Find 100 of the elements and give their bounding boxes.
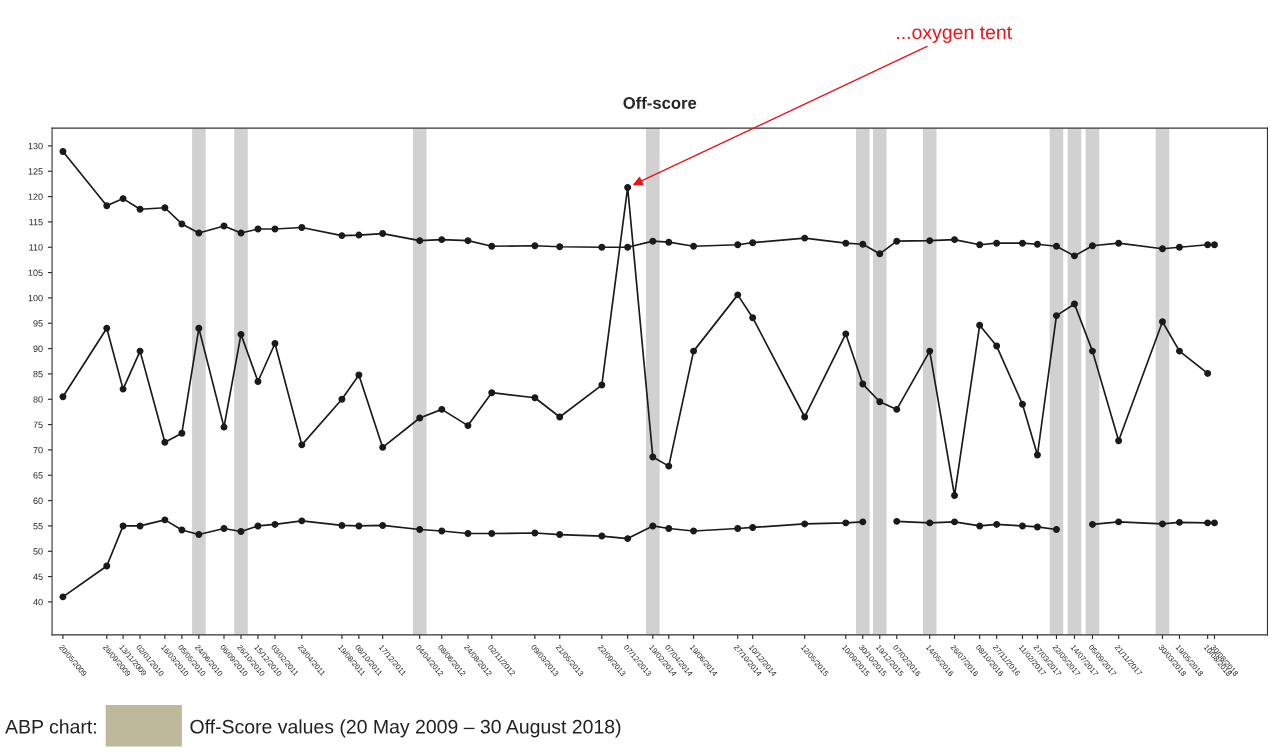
point [665,462,673,470]
point [119,522,127,530]
point [951,236,958,244]
y-tick-label: 115 [29,218,43,226]
point [254,522,262,530]
point [119,195,127,203]
point [1204,369,1212,377]
y-tick-label: 70 [33,446,43,454]
y-tick-label: 100 [28,294,43,302]
point [355,522,363,530]
point [734,291,742,299]
point [801,234,809,242]
point [488,530,496,538]
point [976,522,984,530]
point [1115,239,1123,247]
y-tick-label: 50 [33,548,43,555]
point [893,517,901,525]
point [298,517,306,525]
point [338,232,346,240]
y-tick-label: 40 [33,598,43,606]
point [624,535,632,543]
point [859,380,867,388]
point [195,229,203,237]
y-tick-label: 95 [33,320,43,327]
point [136,347,144,355]
point [119,385,127,393]
point [665,524,673,532]
point [298,441,306,449]
point [438,236,446,244]
point [951,492,958,500]
point [556,413,564,421]
y-tick-label: 85 [33,370,43,378]
y-tick-label: 80 [33,396,43,403]
point [59,148,67,155]
point [464,530,472,538]
point [178,220,186,228]
point [556,531,564,539]
point [893,405,901,413]
y-tick-label: 130 [28,142,43,150]
point [416,526,424,533]
point [842,519,850,527]
point [531,529,539,537]
point [464,422,472,430]
point [1033,240,1041,248]
point [1158,245,1166,253]
point [103,562,111,570]
point [438,527,446,535]
point [416,237,424,245]
point [649,237,657,245]
point [749,314,757,322]
point [1052,312,1060,320]
point [993,520,1001,528]
point [220,423,228,431]
point [876,398,884,406]
text: Off-Score values (20 May 2009 – 30 August 2018) [190,719,621,738]
point [1019,522,1026,530]
text: ABP chart: [5,719,96,734]
point [237,330,245,338]
point [220,524,228,532]
chart-title: Off-score [623,96,697,109]
point [1019,400,1026,408]
point [379,443,387,451]
point [1019,239,1026,247]
point [749,239,757,247]
point [271,340,279,347]
point [690,347,698,355]
y-tick-label: 75 [33,421,43,428]
point [254,378,262,385]
point [1115,518,1123,526]
point [926,519,934,527]
point [195,531,203,539]
point [842,330,850,338]
y-tick-label: 45 [33,573,43,580]
point [690,527,698,535]
point [338,395,346,403]
point [1070,300,1078,308]
point [801,520,809,528]
point [195,324,203,332]
point [1204,241,1212,249]
point [338,521,346,529]
point [161,204,169,212]
point [1115,437,1123,445]
point [649,522,657,530]
point [665,238,673,246]
point [1052,242,1060,250]
y-tick-label: 65 [33,472,43,479]
point [876,250,884,258]
point [951,518,958,526]
point [749,523,757,531]
point [379,521,387,529]
point [1052,526,1060,533]
point [1033,523,1041,531]
point [842,239,850,247]
point [161,516,169,524]
point [355,231,363,239]
point [926,237,934,245]
point [136,205,144,213]
point [438,405,446,413]
point [103,202,111,210]
point [237,528,245,535]
